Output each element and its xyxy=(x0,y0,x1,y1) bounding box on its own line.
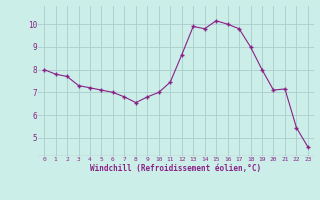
X-axis label: Windchill (Refroidissement éolien,°C): Windchill (Refroidissement éolien,°C) xyxy=(91,164,261,173)
